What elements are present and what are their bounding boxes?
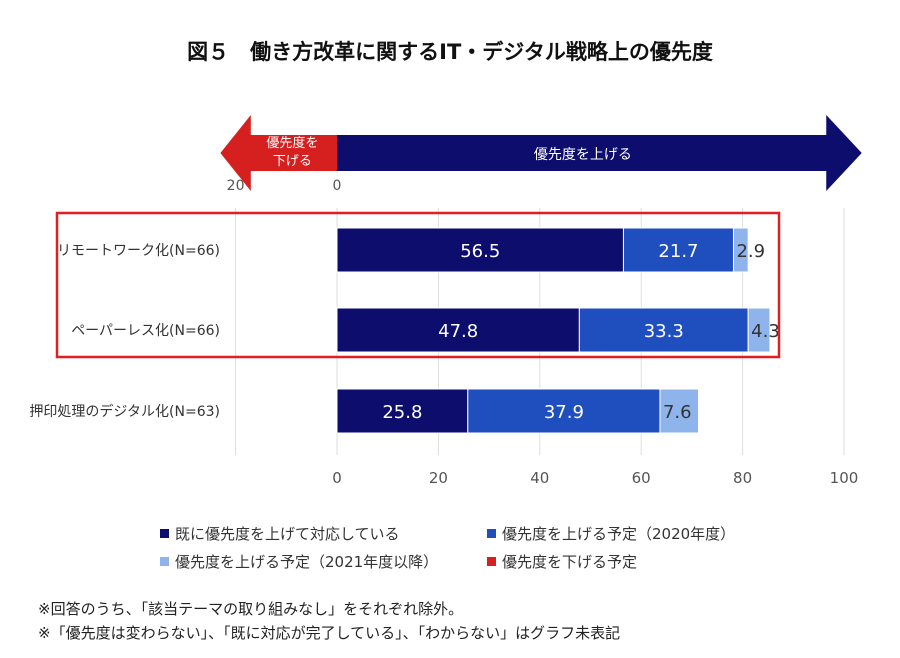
bar-label-1-0: 47.8 [438,321,478,342]
x-tick-label-60: 60 [632,469,651,487]
highlight-box [55,211,781,359]
legend-item-1: 優先度を上げる予定（2020年度） [487,523,735,544]
x-tick-label-80: 80 [733,469,752,487]
category-label-0: リモートワーク化(N=66) [57,243,220,259]
x-tick-label-40: 40 [530,469,549,487]
legend-item-0: 既に優先度を上げて対応している [160,523,400,544]
arrow-scale-left: 20 [227,178,245,194]
bar-label-2-1: 37.9 [544,402,584,423]
bar-1-2 [747,307,771,353]
x-tick-label-100: 100 [830,469,859,487]
bar-0-0 [336,227,624,273]
x-tick-label-0: 0 [332,469,342,487]
legend-swatch-3 [487,557,496,566]
legend-label-0: 既に優先度を上げて対応している [175,525,400,543]
legend-label-1: 優先度を上げる予定（2020年度） [502,525,736,543]
legend-item-2: 優先度を上げる予定（2021年度以降） [160,551,438,572]
bar-label-2-0: 25.8 [382,402,422,423]
up-arrow-label: 優先度を上げる [534,147,632,163]
bar-2-1 [467,388,661,434]
arrow-scale-zero: 0 [333,178,342,194]
down-arrow-label-2: 下げる [273,154,312,169]
bar-label-2-2: 7.6 [663,402,692,423]
bar-1-0 [336,307,580,353]
bar-label-1-1: 33.3 [644,321,684,342]
legend-swatch-0 [160,529,169,538]
category-label-2: 押印処理のデジタル化(N=63) [29,403,220,420]
footnote-2: ※「優先度は変わらない」、「既に対応が完了している」、「わからない」はグラフ未表… [38,624,621,642]
up-arrow [337,115,862,191]
category-label-1: ペーパーレス化(N=66) [71,323,220,339]
x-tick-label-20: 20 [429,469,448,487]
bar-label-0-2: 2.9 [736,241,765,262]
legend-item-3: 優先度を下げる予定 [487,551,637,572]
bar-2-2 [659,388,699,434]
legend-swatch-2 [160,557,169,566]
bar-1-1 [578,307,749,353]
chart-title: 図５ 働き方改革に関するIT・デジタル戦略上の優先度 [187,40,713,64]
down-arrow-label-1: 優先度を [266,135,318,151]
bar-2-0 [336,388,469,434]
legend-label-3: 優先度を下げる予定 [502,553,638,571]
legend-label-2: 優先度を上げる予定（2021年度以降） [175,553,439,571]
bar-label-0-1: 21.7 [658,241,698,262]
down-arrow [220,115,337,191]
bar-0-1 [622,227,734,273]
bar-label-1-2: 4.3 [751,321,780,342]
footnote-1: ※回答のうち、「該当テーマの取り組みなし」をそれぞれ除外。 [38,600,464,618]
legend-swatch-1 [487,529,496,538]
bar-label-0-0: 56.5 [460,241,500,262]
bar-0-2 [732,227,749,273]
